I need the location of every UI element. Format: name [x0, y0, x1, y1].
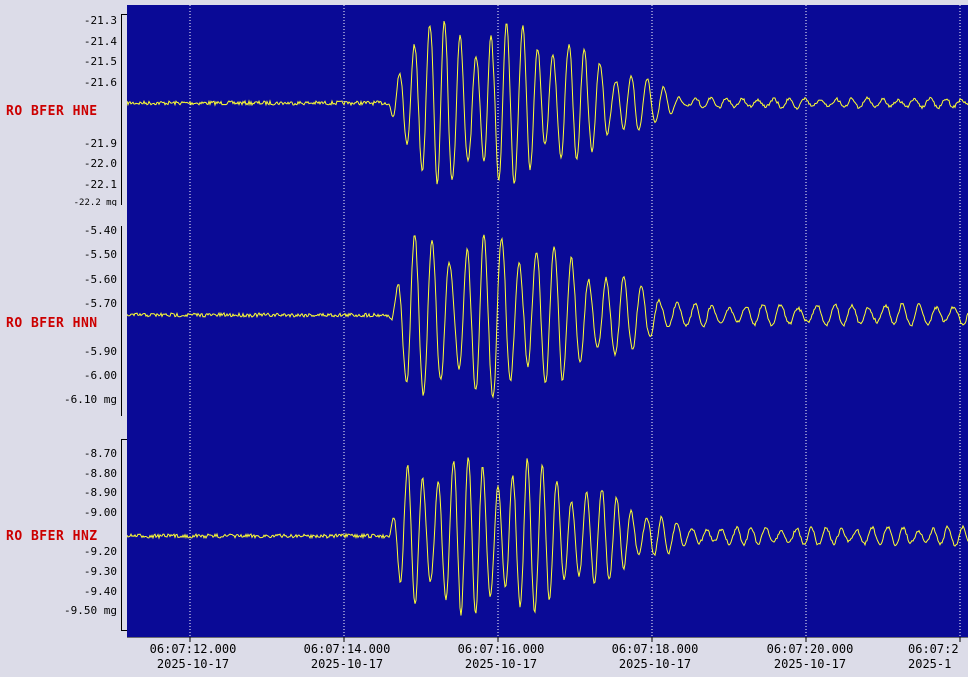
tick-label: -6.00 — [83, 369, 117, 382]
axis-bracket-hne — [121, 14, 128, 205]
trace-hnz — [126, 457, 968, 616]
trace-hne — [126, 20, 968, 185]
tick-label: -6.10 mg — [64, 393, 117, 406]
axis-bracket-hnn — [121, 226, 128, 416]
channel-label-hnz: RO BFER HNZ — [6, 529, 98, 544]
tick-label: -22.2 mg — [73, 198, 117, 206]
time-label: 06:07:20.000 2025-10-17 — [766, 642, 854, 671]
tick-label: -21.6 — [83, 76, 117, 89]
tick-label: -21.5 — [83, 55, 117, 68]
trace-hnn — [126, 234, 968, 399]
time-label: 06:07:12.000 2025-10-17 — [149, 642, 237, 671]
tick-label: -9.40 — [83, 585, 117, 598]
time-label: 06:07:16.000 2025-10-17 — [457, 642, 545, 671]
tick-label: -22.0 — [83, 157, 117, 170]
tick-label: -21.3 — [83, 14, 117, 27]
tick-label: -5.60 — [83, 273, 117, 286]
time-label: 06:07:18.000 2025-10-17 — [611, 642, 699, 671]
tick-label: -8.70 — [83, 447, 117, 460]
tick-label: -5.70 — [83, 297, 117, 310]
channel-label-hnn: RO BFER HNN — [6, 316, 98, 331]
channel-label-hne: RO BFER HNE — [6, 104, 98, 119]
time-label: 06:07:14.000 2025-10-17 — [303, 642, 391, 671]
tick-label: -9.00 — [83, 506, 117, 519]
seismogram-plot-area[interactable] — [126, 5, 968, 637]
time-axis-ticks — [127, 637, 968, 642]
tick-label: -8.80 — [83, 467, 117, 480]
tick-label: -9.20 — [83, 545, 117, 558]
tick-label: -5.50 — [83, 248, 117, 261]
tick-label: -8.90 — [83, 486, 117, 499]
tick-label: -22.1 — [83, 178, 117, 191]
amplitude-axis-panel: RO BFER HNE -21.3 -21.4 -21.5 -21.6 -21.… — [0, 0, 128, 677]
tick-label: -9.50 mg — [64, 604, 117, 617]
axis-bracket-hnz — [121, 439, 128, 631]
tick-label: -5.40 — [83, 224, 117, 237]
time-axis — [127, 637, 968, 677]
seismogram-svg[interactable] — [126, 5, 968, 637]
tick-label: -21.9 — [83, 137, 117, 150]
tick-label: -21.4 — [83, 35, 117, 48]
time-label: 06:07:2 2025-1 — [908, 642, 959, 671]
tick-label: -5.90 — [83, 345, 117, 358]
tick-label: -9.30 — [83, 565, 117, 578]
